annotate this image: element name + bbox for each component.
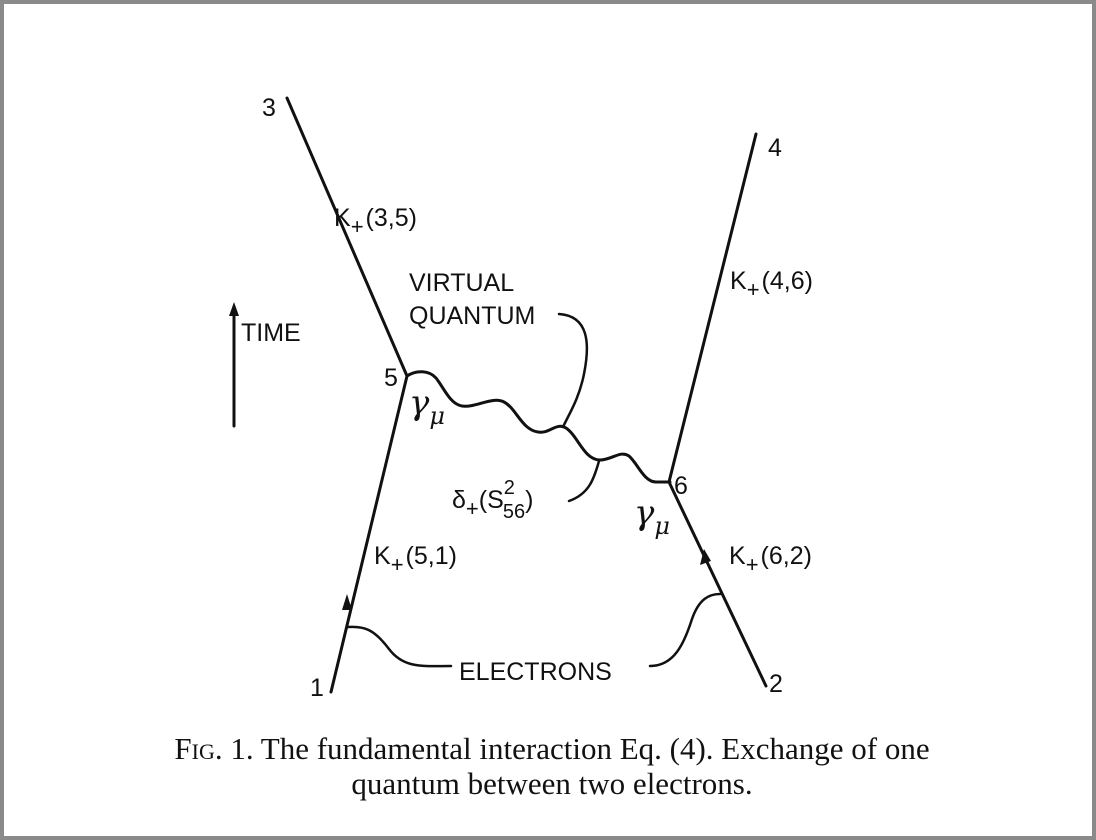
photon-propagator-label: δ+(S2 56) — [452, 477, 533, 523]
point-3-label: 3 — [262, 94, 276, 122]
electrons-pointer-right — [648, 592, 722, 668]
electron-line-6-4 — [667, 132, 758, 484]
caption-line-2: quantum between two electrons. — [351, 766, 752, 801]
electron-line-1-5 — [329, 374, 409, 694]
arrow-up-icon — [229, 302, 239, 316]
arrow-up-icon — [700, 549, 711, 565]
propagator-k35-label: K+(3,5) — [334, 204, 417, 239]
photon-propagator-pointer — [567, 459, 601, 503]
virtual-quantum-pointer — [557, 312, 589, 429]
propagator-k62-label: K+(6,2) — [729, 542, 812, 577]
point-2-label: 2 — [769, 670, 783, 698]
electrons-label: ELECTRONS — [459, 658, 612, 686]
propagator-k51-label: K+(5,1) — [374, 542, 457, 577]
point-1-label: 1 — [310, 674, 324, 702]
electron-line-2-6 — [667, 480, 768, 688]
vertex-factor-6: γμ — [634, 493, 670, 540]
feynman-diagram: TIME 3 4 5 6 1 2 K+(3,5) K+(4,6) K+(5,1)… — [174, 94, 929, 801]
caption-line-1: Fig. 1. The fundamental interaction Eq. … — [174, 731, 929, 766]
propagator-k46-label: K+(4,6) — [730, 267, 813, 302]
point-4-label: 4 — [768, 134, 782, 162]
arrow-up-icon — [342, 594, 352, 610]
vertex-factor-5: γμ — [409, 383, 445, 430]
point-5-label: 5 — [384, 364, 398, 392]
point-6-label: 6 — [674, 472, 688, 500]
virtual-label: VIRTUAL — [409, 269, 514, 297]
quantum-label: QUANTUM — [409, 302, 535, 330]
time-label: TIME — [241, 319, 301, 347]
electron-line-5-3 — [285, 96, 409, 378]
virtual-photon-line — [405, 370, 672, 484]
electrons-pointer-left — [346, 625, 453, 668]
